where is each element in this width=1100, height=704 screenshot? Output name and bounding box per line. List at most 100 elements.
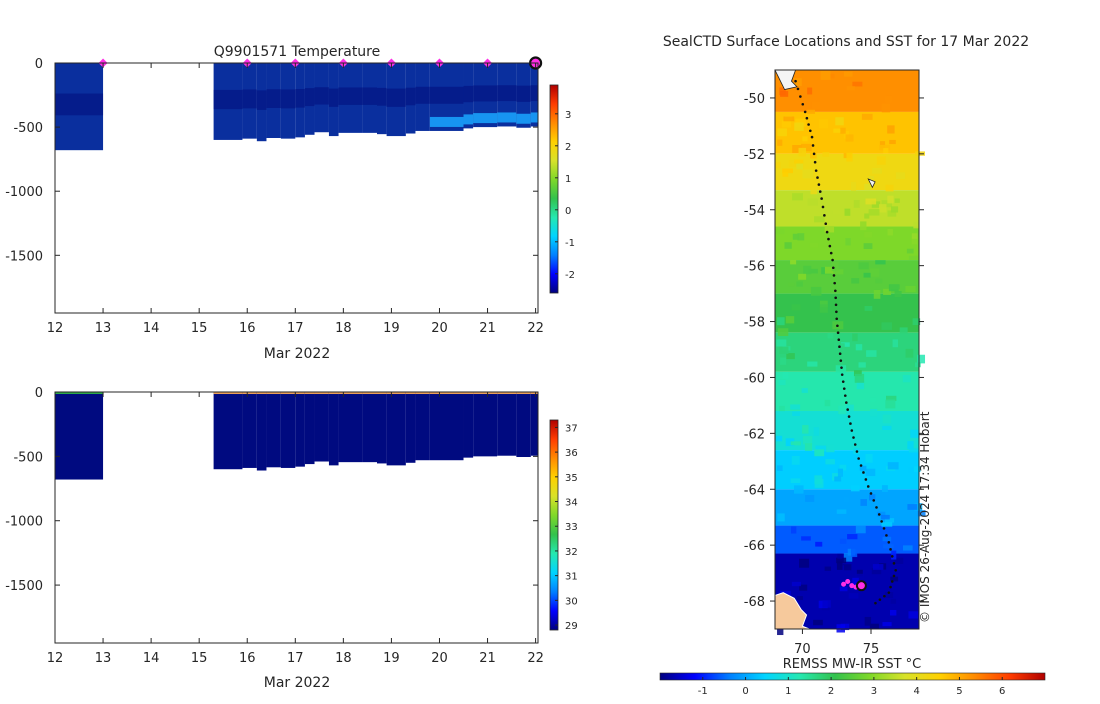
sst-pixel [790,404,801,410]
x-tick-label: 21 [479,651,496,666]
sst-pixel [869,494,876,501]
track-point [852,436,855,439]
y-tick-label: -1000 [5,185,43,200]
profile-layer [256,90,267,110]
surface-salinity-strip [304,392,315,394]
sst-pixel [854,373,865,383]
colorbar-tick-label: 36 [565,448,578,459]
surface-salinity-strip [295,392,305,394]
sst-pixel [851,278,860,284]
latitude-tick-label: -66 [744,539,765,554]
sst-pixel [891,550,897,560]
profile-layer [55,93,104,116]
surface-salinity-strip [463,392,474,394]
sst-pixel [889,139,896,145]
sst-pixel [777,139,783,146]
sst-pixel [887,210,897,217]
sst-colorbar-tick-label: 2 [828,686,834,697]
sst-pixel [882,425,892,430]
sst-pixel [860,499,867,506]
sst-pixel [778,379,786,386]
track-point [875,506,878,509]
track-point [801,102,805,106]
sst-pixel [826,73,835,79]
track-point [841,380,845,383]
surface-salinity-strip [377,392,387,394]
sst-pixel [882,622,892,627]
track-point [834,289,837,293]
profile-locations [841,578,867,592]
profile-column [530,392,538,456]
sst-pixel [864,183,872,191]
profile-layer [463,85,474,103]
sst-pixel [899,327,908,334]
colorbar-tick-label: 1 [565,174,571,185]
profile-column [266,392,281,468]
y-tick-label: -1500 [5,249,43,264]
sst-colorbar-tick-label: 6 [999,686,1005,697]
track-point [890,555,894,558]
sst-pixel [887,462,899,470]
sst-band [775,332,919,372]
profile-layer [266,89,281,108]
track-point [877,513,881,516]
latitude-tick-label: -62 [744,427,765,442]
profile-location [841,581,847,587]
sst-colorbar-tick-label: -1 [698,686,708,697]
profile-column [328,392,339,466]
sst-pixel [796,596,803,601]
sst-pixel [882,536,892,542]
profile-column [304,392,315,465]
y-tick-label: 0 [35,57,43,72]
sst-pixel [865,468,876,477]
sst-pixel [881,522,893,527]
sst-pixel [863,272,871,278]
track-point [838,345,841,349]
sst-pixel [838,405,847,415]
sst-colorbar-tick-label: 4 [913,686,919,697]
sst-pixel [860,221,867,231]
track-point [820,197,823,200]
sst-pixel [908,448,919,453]
profile-column [295,392,305,467]
track-point [807,123,810,126]
sst-pixel [819,304,828,313]
sst-pixel [917,510,926,517]
sst-colorbar-scale [659,672,1046,681]
y-tick-label: -500 [13,450,43,465]
sst-pixel [815,445,827,452]
sst-pixel [801,388,808,393]
sst-pixel [792,145,803,154]
colorbar-tick-label: 34 [565,498,578,509]
sst-pixel [858,362,866,368]
track-point [890,580,894,583]
track-point [836,331,840,335]
sst-pixel [858,262,869,270]
track-point [864,478,868,481]
sst-pixel [810,187,818,195]
track-point [814,169,818,172]
sst-pixel [885,399,896,409]
latest-profile-location [855,580,867,592]
surface-salinity-strip [405,392,416,394]
y-tick-label: -500 [13,121,43,136]
sst-colorbar-tick-label: 1 [785,686,791,697]
sst-pixel [791,581,801,587]
salinity-profiles [55,392,538,480]
sst-pixel [890,206,899,213]
track-point [813,160,817,164]
sst-pixel [836,624,845,633]
profile-column [429,392,464,461]
sst-pixel [775,162,781,169]
sst-pixel [788,282,795,287]
profile-layer [338,87,363,105]
track-point [823,214,826,217]
sst-pixel [794,122,804,131]
track-point [853,443,857,446]
profile-layer [314,87,329,105]
sst-pixel [906,248,914,254]
colorbar-scale [549,84,559,294]
track-point [872,499,876,502]
profile-column [55,392,104,480]
track-point [832,274,836,277]
